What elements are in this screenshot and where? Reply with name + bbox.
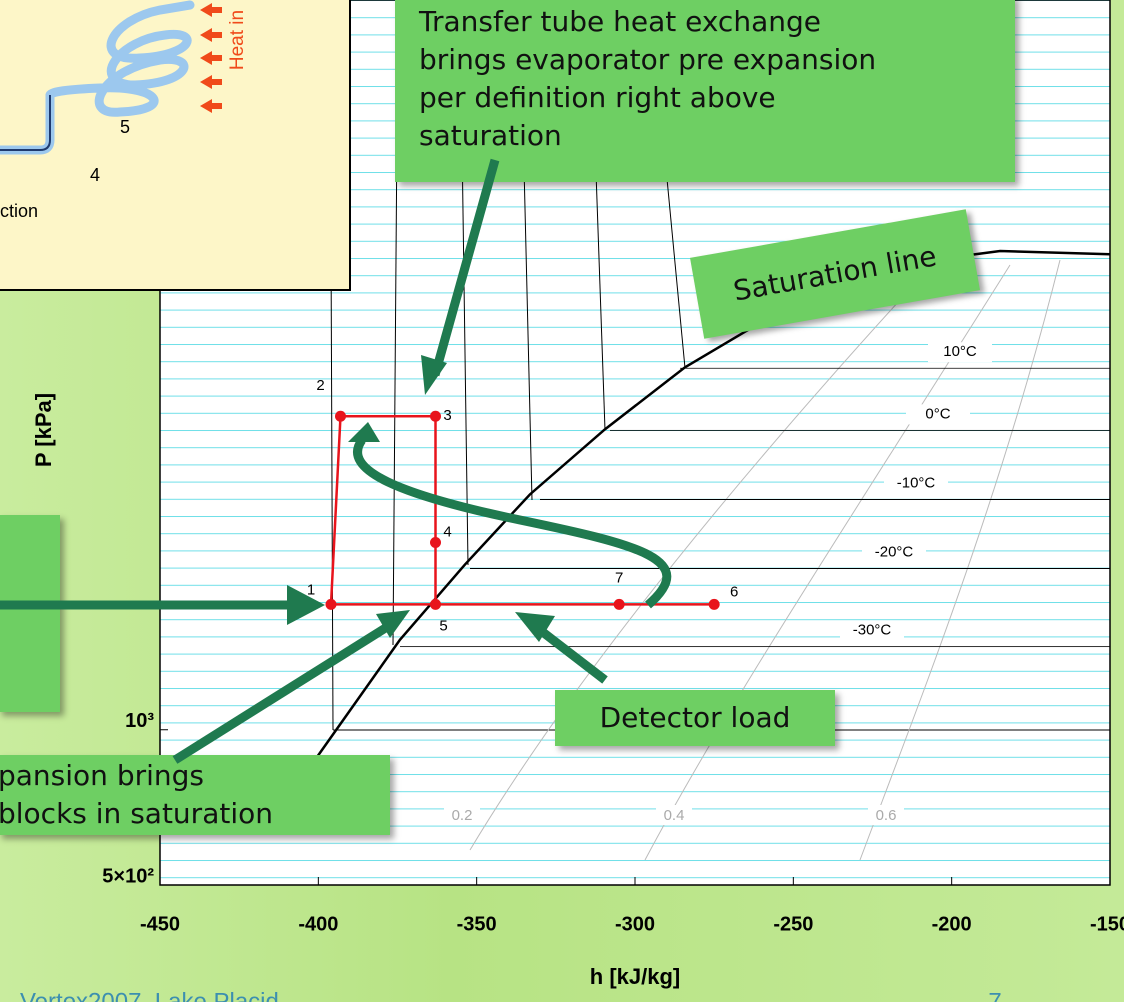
inset-heat: Heat in [227,10,248,70]
cycle-point [709,599,720,610]
x-tick-label: -450 [140,913,180,935]
point-label: 5 [439,617,447,634]
inset-label: ction [0,201,38,221]
cycle-point [430,599,441,610]
callout-detector: Detector load [555,690,835,746]
x-tick-label: -250 [773,913,813,935]
isotherm-label: 10°C [943,343,977,360]
page-number: 7 [988,988,1001,1002]
callout-line: pansion brings [0,757,390,795]
point-label: 4 [443,523,451,540]
cycle-point [335,411,346,422]
inset-label: 5 [120,117,130,137]
slide: Heat in 5 4 ction h [kJ/kg] P [kPa] Vert… [0,0,1124,1002]
footer-event: Vertex2007, Lake Placid [20,988,279,1002]
callout-left [0,515,60,712]
cycle-point [614,599,625,610]
cycle-point [326,599,337,610]
quality-label: 0.4 [664,807,685,824]
callout-line: saturation [419,117,1015,155]
quality-label: 0.2 [452,807,473,824]
quality-label: 0.6 [876,807,897,824]
callout-line: per definition right above [419,79,1015,117]
isotherm-label: -10°C [897,474,936,491]
callout-line: blocks in saturation [0,795,390,833]
point-label: 1 [307,581,315,598]
cycle-point [430,411,441,422]
y-axis-title: P [kPa] [31,393,56,467]
callout-line: Transfer tube heat exchange [419,3,1015,41]
callout-line: brings evaporator pre expansion [419,41,1015,79]
point-label: 7 [615,569,623,586]
y-tick-label: 10³ [125,710,154,732]
isotherm-label: -20°C [875,543,914,560]
x-axis-title: h [kJ/kg] [590,964,680,989]
x-tick-label: -350 [457,913,497,935]
y-tick-label: 5×10² [102,865,154,887]
x-tick-label: -200 [932,913,972,935]
point-label: 2 [316,377,324,394]
inset-label: 4 [90,165,100,185]
cycle-point [430,537,441,548]
x-tick-label: -150 [1090,913,1124,935]
point-label: 6 [730,583,738,600]
isotherm-label: -30°C [853,622,892,639]
point-label: 3 [443,407,451,424]
x-tick-label: -400 [298,913,338,935]
x-tick-label: -300 [615,913,655,935]
isotherm-label: 0°C [925,405,950,422]
